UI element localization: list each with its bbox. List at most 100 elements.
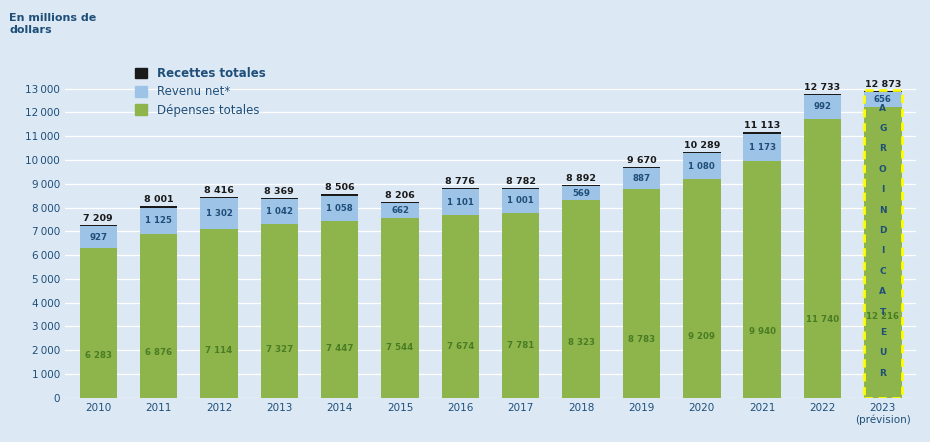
- Text: 7 209: 7 209: [84, 214, 113, 223]
- Text: 12 216: 12 216: [867, 312, 899, 321]
- Bar: [563, 185, 600, 187]
- Text: En millions de
dollars: En millions de dollars: [9, 13, 97, 35]
- Bar: [200, 197, 238, 198]
- Bar: [321, 195, 358, 221]
- Bar: [684, 153, 721, 179]
- Text: A: A: [880, 287, 886, 296]
- Bar: [743, 161, 781, 398]
- Text: 1 001: 1 001: [508, 196, 534, 206]
- Text: 992: 992: [814, 103, 831, 111]
- Text: 7 781: 7 781: [507, 342, 535, 351]
- Bar: [260, 224, 298, 398]
- Bar: [864, 107, 901, 398]
- Text: 1 101: 1 101: [447, 198, 474, 207]
- Text: 8 369: 8 369: [264, 187, 294, 196]
- Text: 569: 569: [572, 189, 590, 198]
- Text: 12 733: 12 733: [804, 83, 841, 92]
- Text: 10 289: 10 289: [684, 141, 720, 150]
- Bar: [623, 168, 660, 189]
- Text: T: T: [880, 308, 886, 316]
- Text: E: E: [880, 328, 886, 337]
- Text: 12 873: 12 873: [865, 80, 901, 89]
- Text: 11 113: 11 113: [744, 122, 780, 130]
- Bar: [804, 95, 842, 118]
- Bar: [260, 199, 298, 224]
- Legend: Recettes totales, Revenu net*, Dépenses totales: Recettes totales, Revenu net*, Dépenses …: [130, 62, 270, 122]
- Text: A: A: [880, 103, 886, 113]
- Bar: [623, 167, 660, 168]
- Text: 8 783: 8 783: [628, 335, 655, 344]
- Bar: [864, 91, 901, 92]
- Bar: [80, 225, 117, 226]
- Text: O: O: [879, 165, 886, 174]
- Bar: [502, 213, 539, 398]
- Text: 8 506: 8 506: [325, 183, 354, 192]
- Text: 8 782: 8 782: [506, 177, 536, 186]
- Text: 7 114: 7 114: [206, 346, 232, 355]
- Bar: [80, 248, 117, 398]
- Bar: [684, 152, 721, 153]
- Text: 9 209: 9 209: [688, 332, 715, 341]
- Bar: [140, 206, 178, 208]
- Text: I: I: [881, 185, 884, 194]
- Bar: [442, 215, 479, 398]
- Text: R: R: [880, 145, 886, 153]
- Bar: [864, 90, 902, 398]
- Text: 7 327: 7 327: [266, 344, 293, 354]
- Text: D: D: [879, 226, 886, 235]
- Text: 1 058: 1 058: [326, 204, 353, 213]
- Text: 9 940: 9 940: [749, 327, 776, 336]
- Bar: [381, 218, 418, 398]
- Text: 662: 662: [391, 206, 409, 215]
- Text: 6 876: 6 876: [145, 347, 172, 357]
- Bar: [381, 202, 418, 203]
- Text: 1 302: 1 302: [206, 209, 232, 217]
- Text: N: N: [879, 206, 886, 214]
- Bar: [563, 187, 600, 200]
- Bar: [804, 94, 842, 95]
- Bar: [864, 92, 901, 107]
- Bar: [260, 198, 298, 199]
- Text: 1 125: 1 125: [145, 217, 172, 225]
- Bar: [502, 189, 539, 213]
- Text: 656: 656: [874, 95, 892, 104]
- Bar: [140, 208, 178, 234]
- Bar: [563, 200, 600, 398]
- Text: 9 670: 9 670: [627, 156, 657, 165]
- Bar: [743, 133, 781, 161]
- Text: 6 283: 6 283: [85, 351, 112, 361]
- Text: 1 080: 1 080: [688, 161, 715, 171]
- Bar: [80, 226, 117, 248]
- Text: 8 776: 8 776: [445, 177, 475, 186]
- Text: 7 447: 7 447: [326, 344, 353, 353]
- Text: 8 323: 8 323: [567, 338, 594, 347]
- Bar: [502, 188, 539, 189]
- Text: C: C: [880, 267, 886, 276]
- Text: 8 416: 8 416: [204, 186, 234, 194]
- Bar: [321, 194, 358, 195]
- Text: I: I: [881, 246, 884, 255]
- Bar: [623, 189, 660, 398]
- Text: 8 892: 8 892: [566, 174, 596, 183]
- Text: 887: 887: [632, 174, 650, 183]
- Bar: [804, 118, 842, 398]
- Text: 1 042: 1 042: [266, 207, 293, 216]
- Text: 927: 927: [89, 233, 107, 242]
- Text: 7 674: 7 674: [446, 342, 474, 351]
- Bar: [684, 179, 721, 398]
- Text: 1 173: 1 173: [749, 143, 776, 152]
- Text: G: G: [879, 124, 886, 133]
- Bar: [381, 203, 418, 218]
- Bar: [200, 198, 238, 229]
- Text: 8 001: 8 001: [144, 195, 174, 205]
- Text: U: U: [879, 348, 886, 358]
- Text: R: R: [880, 369, 886, 378]
- Bar: [321, 221, 358, 398]
- Bar: [442, 189, 479, 215]
- Bar: [140, 234, 178, 398]
- Text: 7 544: 7 544: [387, 343, 414, 352]
- Text: 11 740: 11 740: [806, 315, 839, 324]
- Bar: [200, 229, 238, 398]
- Bar: [442, 188, 479, 189]
- Text: 8 206: 8 206: [385, 191, 415, 200]
